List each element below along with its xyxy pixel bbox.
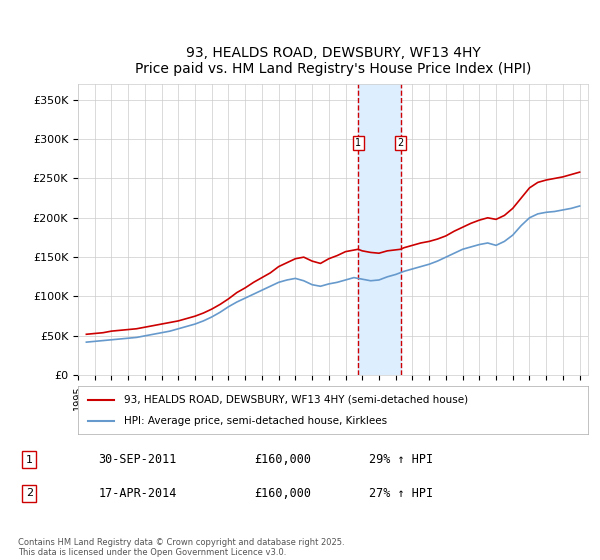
Text: 1: 1	[355, 138, 361, 148]
Text: 27% ↑ HPI: 27% ↑ HPI	[369, 487, 433, 500]
Text: 30-SEP-2011: 30-SEP-2011	[98, 453, 177, 466]
Text: 93, HEALDS ROAD, DEWSBURY, WF13 4HY (semi-detached house): 93, HEALDS ROAD, DEWSBURY, WF13 4HY (sem…	[124, 395, 468, 405]
Text: HPI: Average price, semi-detached house, Kirklees: HPI: Average price, semi-detached house,…	[124, 416, 387, 426]
Text: 2: 2	[397, 138, 404, 148]
Text: £160,000: £160,000	[254, 487, 311, 500]
Bar	[358, 84, 401, 375]
Text: 2: 2	[26, 488, 33, 498]
Text: Contains HM Land Registry data © Crown copyright and database right 2025.
This d: Contains HM Land Registry data © Crown c…	[18, 538, 344, 557]
Title: 93, HEALDS ROAD, DEWSBURY, WF13 4HY
Price paid vs. HM Land Registry's House Pric: 93, HEALDS ROAD, DEWSBURY, WF13 4HY Pric…	[135, 46, 531, 76]
Text: 29% ↑ HPI: 29% ↑ HPI	[369, 453, 433, 466]
Text: 1: 1	[26, 455, 33, 465]
Text: 17-APR-2014: 17-APR-2014	[98, 487, 177, 500]
Text: £160,000: £160,000	[254, 453, 311, 466]
